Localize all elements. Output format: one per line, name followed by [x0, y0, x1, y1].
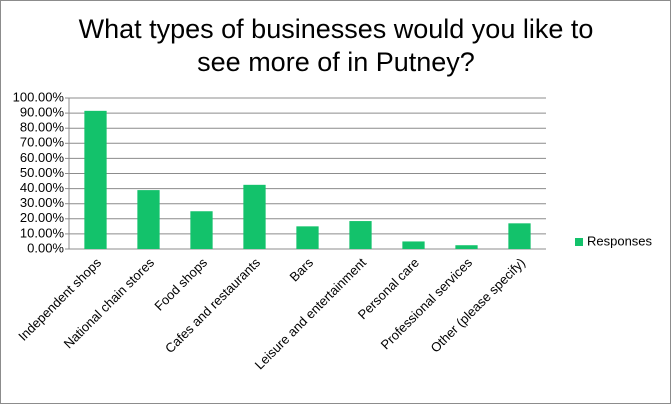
x-tick-label: Bars [287, 255, 317, 285]
y-tick-label: 70.00% [20, 135, 65, 150]
x-tick-label: Other (please specify) [428, 255, 529, 356]
x-tick-label: Cafes and restaurants [162, 255, 263, 356]
bar [243, 184, 266, 249]
bar [455, 245, 478, 249]
bar [508, 223, 531, 249]
chart-title: What types of businesses would you like … [78, 14, 594, 77]
bar [296, 226, 319, 249]
y-tick-label: 30.00% [20, 195, 65, 210]
y-tick-label: 90.00% [20, 105, 65, 120]
y-tick-label: 100.00% [13, 89, 65, 104]
bar [190, 211, 213, 249]
x-tick-label: Professional services [378, 255, 476, 353]
bar [402, 241, 425, 249]
legend-swatch [575, 238, 583, 246]
y-tick-label: 50.00% [20, 165, 65, 180]
x-tick-label: Leisure and entertainment [252, 255, 370, 373]
y-tick-label: 40.00% [20, 180, 65, 195]
legend-label: Responses [587, 233, 653, 248]
y-tick-label: 80.00% [20, 120, 65, 135]
bar [349, 221, 372, 249]
bar [137, 190, 160, 249]
y-tick-label: 20.00% [20, 210, 65, 225]
y-tick-label: 10.00% [20, 225, 65, 240]
bar [84, 110, 107, 250]
x-tick-label: National chain stores [61, 255, 158, 352]
y-tick-label: 60.00% [20, 150, 65, 165]
y-tick-label: 0.00% [27, 240, 64, 255]
